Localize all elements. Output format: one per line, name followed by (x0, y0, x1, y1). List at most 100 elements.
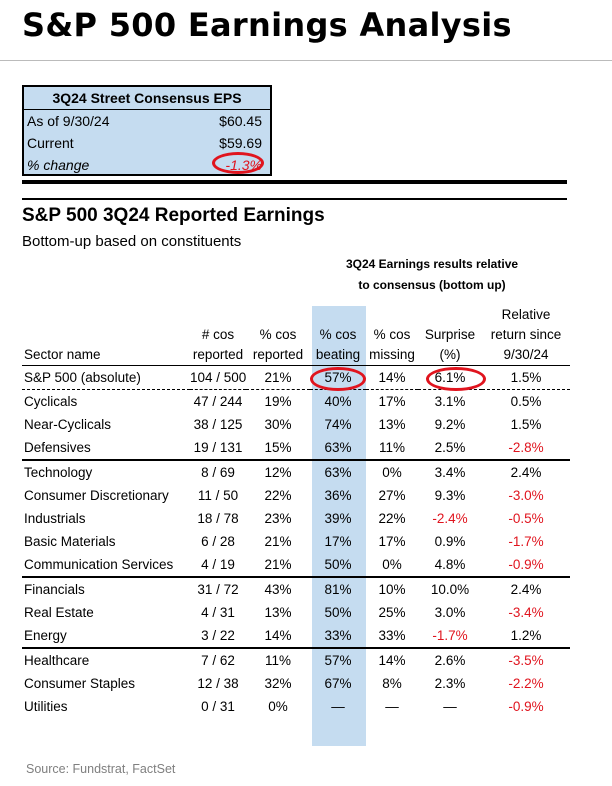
table-cell-sector: Utilities (24, 699, 68, 714)
table-cell-pct-reported: 32% (264, 676, 292, 691)
table-cell-pct-missing: 14% (378, 370, 406, 385)
table-cell-rel-return: 1.5% (510, 417, 542, 432)
table-cell-rel-return: -0.9% (508, 699, 544, 714)
table-cell-reported: 11 / 50 (197, 488, 239, 503)
table-cell-pct-beating: — (331, 699, 345, 714)
table-cell-surprise: 4.8% (434, 557, 466, 572)
table-cell-surprise: — (443, 699, 457, 714)
table-cell-pct-beating: 67% (324, 676, 352, 691)
table-cell-reported: 8 / 69 (190, 459, 246, 484)
table-cell-pct-reported: 21% (264, 534, 292, 549)
eps-label: % change (27, 157, 90, 173)
section-divider (22, 180, 567, 184)
table-row: Utilities 0 / 31 0% — — — -0.9% (22, 695, 570, 718)
col-header: Relative return since 9/30/24 (482, 300, 570, 366)
table-cell-sector: Consumer Staples (24, 676, 136, 691)
results-header: 3Q24 Earnings results relative to consen… (308, 254, 556, 296)
title-divider (0, 60, 612, 61)
table-cell-pct-missing: 17% (378, 534, 406, 549)
table-cell-pct-reported: 19% (246, 389, 310, 413)
table-cell-pct-reported: 15% (264, 440, 292, 455)
table-cell-pct-reported: 30% (264, 417, 292, 432)
table-cell-reported: 104 / 500 (190, 370, 247, 385)
eps-consensus-box: 3Q24 Street Consensus EPS As of 9/30/24 … (22, 85, 272, 176)
col-header: % cos missing (366, 300, 418, 366)
table-cell-pct-beating: 63% (310, 459, 366, 484)
table-cell-pct-missing: 0% (366, 459, 418, 484)
table-cell-pct-beating: 81% (310, 576, 366, 601)
table-cell-reported: 4 / 31 (201, 605, 235, 620)
table-cell-pct-beating: 50% (324, 605, 352, 620)
section-divider (22, 198, 567, 200)
table-cell-reported: 12 / 38 (197, 676, 239, 691)
section-title: S&P 500 3Q24 Reported Earnings (22, 205, 325, 226)
table-cell-sector: Basic Materials (24, 534, 116, 549)
highlight-circle (212, 152, 264, 174)
table-cell-surprise: 2.5% (434, 440, 466, 455)
table-cell-surprise: -1.7% (432, 628, 468, 643)
table-cell-reported: 47 / 244 (190, 389, 246, 413)
table-cell-pct-missing: 13% (378, 417, 406, 432)
table-cell-surprise: 2.6% (418, 647, 482, 672)
table-cell-pct-missing: 27% (378, 488, 406, 503)
table-row: Financials 31 / 72 43% 81% 10% 10.0% 2.4% (22, 576, 570, 601)
highlight-circle (310, 367, 366, 391)
table-cell-sector: Industrials (24, 511, 86, 526)
table-row: Cyclicals 47 / 244 19% 40% 17% 3.1% 0.5% (22, 389, 570, 413)
table-cell-rel-return: 0.5% (482, 389, 570, 413)
col-header: Surprise (%) (418, 300, 482, 366)
table-row: Industrials 18 / 78 23% 39% 22% -2.4% -0.5% (22, 507, 570, 530)
table-cell-surprise: 2.3% (434, 676, 466, 691)
table-cell-rel-return: -3.5% (482, 647, 570, 672)
table-cell-pct-missing: 10% (366, 576, 418, 601)
table-cell-surprise: 9.2% (434, 417, 466, 432)
table-cell-pct-reported: 23% (264, 511, 292, 526)
col-header: % cos beating (310, 300, 366, 366)
table-cell-pct-reported: 0% (268, 699, 288, 714)
eps-label: Current (27, 135, 74, 151)
table-cell-rel-return: -0.5% (508, 511, 544, 526)
table-cell-pct-missing: — (385, 699, 399, 714)
table-cell-rel-return: -3.4% (508, 605, 544, 620)
table-cell-pct-reported: 11% (246, 647, 310, 672)
table-cell-pct-beating: 40% (310, 389, 366, 413)
table-cell-rel-return: 1.2% (510, 628, 542, 643)
table-cell-surprise: 10.0% (418, 576, 482, 601)
eps-box-header: 3Q24 Street Consensus EPS (24, 87, 270, 110)
table-cell-sector: Energy (24, 628, 67, 643)
table-cell-rel-return: 2.4% (482, 459, 570, 484)
table-cell-reported: 31 / 72 (190, 576, 246, 601)
table-cell-pct-beating: 33% (324, 628, 352, 643)
table-cell-surprise: 3.1% (418, 389, 482, 413)
table-cell-pct-missing: 25% (378, 605, 406, 620)
table-cell-rel-return: 1.5% (510, 370, 542, 385)
table-cell-pct-reported: 12% (246, 459, 310, 484)
table-cell-sector: Defensives (24, 440, 91, 455)
table-header-row: Sector name # cos reported % cos reported … (22, 300, 570, 366)
eps-value: $60.45 (219, 113, 262, 129)
table-cell-reported: 4 / 19 (201, 557, 235, 572)
table-row: Communication Services 4 / 19 21% 50% 0% 4.8%… (22, 553, 570, 577)
table-cell-sector: Healthcare (22, 647, 190, 672)
source-note: Source: Fundstrat, FactSet (26, 762, 176, 776)
eps-row-as-of: As of 9/30/24 $60.45 (24, 110, 270, 132)
table-cell-rel-return: 2.4% (482, 576, 570, 601)
table-cell-sector: Near-Cyclicals (24, 417, 112, 432)
table-cell-pct-reported: 43% (246, 576, 310, 601)
table-cell-pct-reported: 22% (264, 488, 292, 503)
table-cell-pct-beating: 39% (324, 511, 352, 526)
table-cell-sector: Consumer Discretionary (24, 488, 169, 503)
table-cell-rel-return: -3.0% (508, 488, 544, 503)
table-cell-pct-missing: 17% (366, 389, 418, 413)
table-cell-surprise: -2.4% (432, 511, 468, 526)
col-header: Sector name (22, 300, 190, 366)
table-cell-pct-missing: 0% (382, 557, 402, 572)
table-cell-pct-missing: 33% (378, 628, 406, 643)
table-row: Consumer Discretionary 11 / 50 22% 36% 27% 9.… (22, 484, 570, 507)
table-row: Technology 8 / 69 12% 63% 0% 3.4% 2.4% (22, 459, 570, 484)
table-cell-pct-beating: 63% (324, 440, 352, 455)
table-cell-reported: 38 / 125 (193, 417, 243, 432)
col-header: # cos reported (190, 300, 246, 366)
table-cell-reported: 19 / 131 (193, 440, 243, 455)
table-cell-reported: 18 / 78 (197, 511, 239, 526)
